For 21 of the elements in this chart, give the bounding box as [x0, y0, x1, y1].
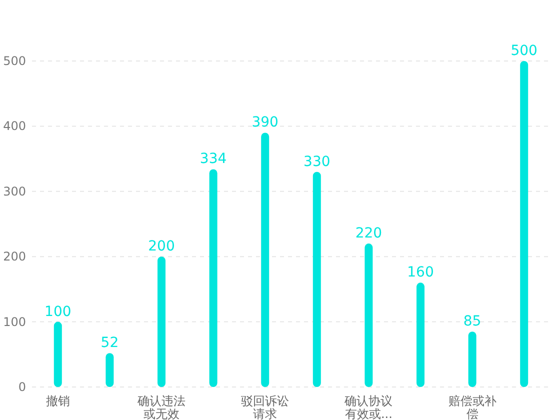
data-label: 390	[252, 114, 278, 131]
data-label: 330	[304, 154, 330, 170]
y-tick-label: 0	[18, 380, 26, 394]
y-tick-label: 300	[3, 184, 26, 198]
data-label: 220	[355, 226, 382, 242]
x-tick-label: 确认违法或无效	[136, 394, 186, 420]
data-label: 160	[407, 264, 434, 281]
y-tick-label: 500	[3, 54, 26, 68]
y-tick-label: 400	[3, 119, 26, 134]
data-label: 500	[510, 43, 538, 59]
y-tick-label: 200	[3, 250, 26, 264]
x-tick-label: 驳回诉讼请求	[241, 394, 290, 420]
data-label: 334	[200, 151, 227, 168]
x-tick-label: 赔偿或补偿	[448, 394, 496, 420]
data-label: 85	[463, 314, 482, 330]
x-tick-label: 确认协议有效或...	[344, 394, 393, 420]
data-label: 52	[100, 335, 119, 352]
x-tick-label: 撤销	[46, 394, 70, 408]
data-label: 100	[44, 304, 72, 320]
y-tick-label: 100	[3, 314, 26, 329]
data-label: 200	[148, 238, 175, 255]
